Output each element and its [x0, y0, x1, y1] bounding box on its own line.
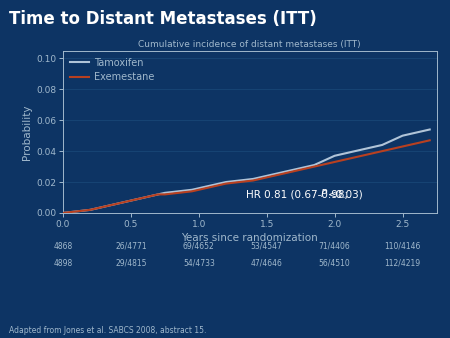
Text: 26/4771: 26/4771	[115, 242, 147, 251]
Text: <0.03): <0.03)	[328, 189, 363, 199]
Exemestane	[420, 140, 426, 144]
Line: Tamoxifen: Tamoxifen	[63, 129, 430, 213]
Text: Time to Distant Metastases (ITT): Time to Distant Metastases (ITT)	[9, 10, 317, 28]
Text: 4868: 4868	[54, 242, 72, 251]
Exemestane	[386, 148, 391, 152]
Tamoxifen	[427, 127, 432, 131]
Text: HR 0.81 (0.67-0.98;: HR 0.81 (0.67-0.98;	[246, 189, 352, 199]
Y-axis label: Probability: Probability	[22, 104, 32, 160]
Tamoxifen	[148, 194, 154, 198]
Text: Adapted from Jones et al. SABCS 2008, abstract 15.: Adapted from Jones et al. SABCS 2008, ab…	[9, 325, 207, 335]
Tamoxifen	[196, 186, 202, 190]
Text: P: P	[320, 189, 327, 199]
Exemestane	[427, 138, 432, 142]
Tamoxifen	[128, 198, 134, 202]
Exemestane	[128, 198, 134, 202]
Exemestane	[196, 188, 202, 192]
Tamoxifen	[420, 129, 426, 133]
Text: 54/4733: 54/4733	[183, 259, 215, 268]
Text: 69/4652: 69/4652	[183, 242, 215, 251]
Exemestane	[148, 194, 154, 198]
Text: 110/4146: 110/4146	[384, 242, 421, 251]
Text: 112/4219: 112/4219	[384, 259, 421, 268]
Exemestane	[60, 211, 66, 215]
Text: 4898: 4898	[54, 259, 72, 268]
Text: 71/4406: 71/4406	[319, 242, 351, 251]
Legend: Tamoxifen, Exemestane: Tamoxifen, Exemestane	[67, 55, 158, 85]
Exemestane	[101, 205, 107, 209]
Tamoxifen	[386, 140, 391, 144]
Tamoxifen	[101, 205, 107, 209]
Title: Cumulative incidence of distant metastases (ITT): Cumulative incidence of distant metastas…	[139, 40, 361, 49]
Text: 29/4815: 29/4815	[115, 259, 147, 268]
Text: 56/4510: 56/4510	[319, 259, 351, 268]
X-axis label: Years since randomization: Years since randomization	[181, 233, 318, 243]
Tamoxifen	[60, 211, 66, 215]
Line: Exemestane: Exemestane	[63, 140, 430, 213]
Text: 53/4547: 53/4547	[251, 242, 283, 251]
Text: 47/4646: 47/4646	[251, 259, 283, 268]
